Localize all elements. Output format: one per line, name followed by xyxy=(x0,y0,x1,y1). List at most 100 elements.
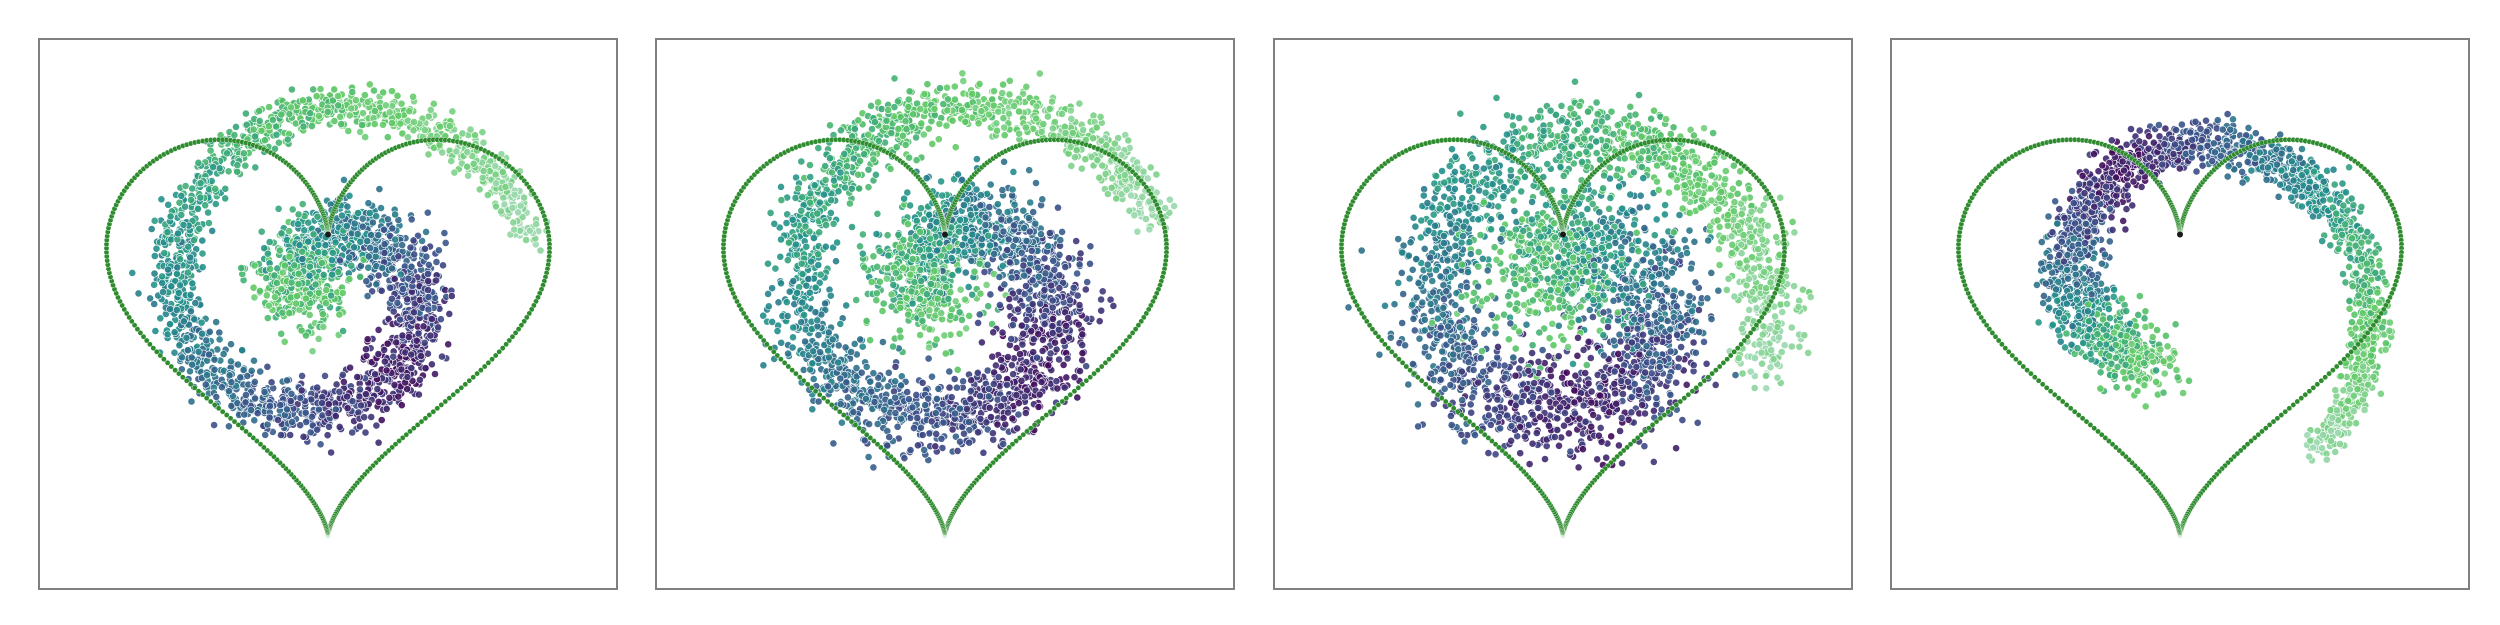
sample-point xyxy=(420,338,429,347)
sample-point xyxy=(377,416,386,424)
sample-point xyxy=(260,244,269,253)
sample-point xyxy=(925,306,934,315)
sample-point xyxy=(210,421,218,429)
sample-point xyxy=(509,218,518,227)
sample-point xyxy=(385,108,394,117)
boundary-point xyxy=(462,381,469,388)
sample-point xyxy=(438,148,447,157)
sample-point xyxy=(808,405,817,414)
sample-point xyxy=(308,347,317,356)
boundary-point xyxy=(521,318,528,325)
sample-point xyxy=(389,352,398,361)
sample-point xyxy=(955,329,964,338)
sample-point xyxy=(383,133,392,142)
sample-point xyxy=(848,223,856,231)
sample-point xyxy=(371,252,380,261)
sample-point xyxy=(501,183,510,191)
sample-point xyxy=(186,367,194,376)
sample-point xyxy=(337,120,346,128)
sample-point xyxy=(974,119,983,128)
sample-point xyxy=(335,310,344,319)
sample-point xyxy=(163,228,172,237)
sample-point xyxy=(1059,278,1067,287)
sample-point xyxy=(1070,373,1079,382)
scatter-panel-2 xyxy=(655,38,1235,590)
sample-point xyxy=(363,335,372,344)
sample-point xyxy=(782,298,791,307)
sample-point xyxy=(815,228,824,237)
sample-point xyxy=(424,270,432,278)
sample-point xyxy=(951,432,960,441)
sample-point xyxy=(343,392,351,401)
sample-point xyxy=(965,426,974,434)
sample-point xyxy=(301,408,310,417)
sample-point xyxy=(351,96,360,105)
sample-point xyxy=(475,185,484,194)
sample-point xyxy=(260,136,269,145)
sample-point xyxy=(182,333,191,342)
sample-point xyxy=(953,365,962,374)
sample-point xyxy=(382,404,391,413)
sample-point xyxy=(225,387,233,396)
sample-point xyxy=(285,227,294,235)
sample-point xyxy=(314,240,323,249)
sample-point xyxy=(522,236,530,244)
sample-point xyxy=(409,92,417,101)
sample-point xyxy=(367,231,375,239)
sample-point xyxy=(152,244,161,253)
sample-point xyxy=(350,243,358,252)
sample-point xyxy=(362,390,370,399)
sample-point xyxy=(181,202,189,211)
sample-point xyxy=(278,308,287,317)
sample-point xyxy=(215,164,224,173)
sample-point xyxy=(500,200,509,209)
sample-point xyxy=(388,264,396,273)
sample-point xyxy=(367,413,376,421)
sample-point xyxy=(274,415,282,424)
sample-point xyxy=(1170,202,1178,210)
sample-point xyxy=(426,106,435,114)
sample-point xyxy=(826,121,834,130)
sample-point xyxy=(356,128,364,136)
sample-point xyxy=(309,85,318,94)
sample-point xyxy=(342,222,351,230)
sample-point xyxy=(892,143,901,152)
sample-point xyxy=(1019,206,1028,215)
sample-point xyxy=(785,287,794,296)
sample-point xyxy=(299,122,308,131)
sample-point xyxy=(306,109,315,118)
sample-point xyxy=(410,308,418,317)
sample-point xyxy=(177,191,186,200)
sample-point xyxy=(287,389,296,398)
sample-point xyxy=(1031,219,1040,228)
sample-point xyxy=(211,200,220,208)
sample-point xyxy=(348,428,357,437)
sample-point xyxy=(896,333,905,342)
sample-point xyxy=(286,431,295,439)
boundary-point xyxy=(164,359,171,366)
sample-point xyxy=(272,279,281,287)
sample-point xyxy=(210,365,219,374)
sample-point xyxy=(856,157,864,165)
sample-point xyxy=(158,278,167,287)
sample-point xyxy=(1062,373,1071,382)
boundary-point xyxy=(215,405,222,412)
sample-point xyxy=(998,186,1007,194)
sample-point xyxy=(374,325,383,334)
sample-point xyxy=(436,122,444,131)
sample-point xyxy=(348,397,357,406)
sample-point xyxy=(992,119,1001,128)
sample-point xyxy=(198,236,207,245)
sample-point xyxy=(316,85,325,93)
sample-point xyxy=(191,299,200,307)
sample-point xyxy=(393,91,402,100)
sample-point xyxy=(1152,170,1161,179)
sample-point xyxy=(295,241,304,249)
sample-point xyxy=(426,331,435,340)
sample-point xyxy=(1108,174,1117,183)
sample-point xyxy=(836,319,845,328)
sample-point xyxy=(313,425,322,434)
boundary-point xyxy=(207,398,214,405)
boundary-point xyxy=(168,363,175,370)
sample-point xyxy=(158,272,166,281)
